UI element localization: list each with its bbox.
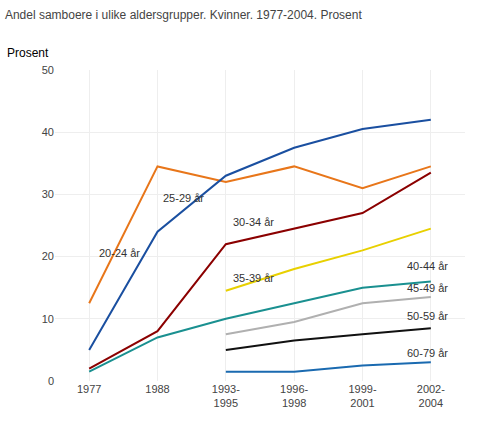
- svg-text:50-59 år: 50-59 år: [407, 310, 448, 322]
- svg-text:30-34 år: 30-34 år: [233, 216, 274, 228]
- svg-text:1996-1998: 1996-1998: [280, 383, 308, 409]
- svg-text:40: 40: [42, 126, 54, 138]
- svg-text:40-44 år: 40-44 år: [407, 260, 448, 272]
- svg-text:1988: 1988: [145, 383, 169, 395]
- svg-text:20-24 år: 20-24 år: [99, 247, 140, 259]
- svg-text:45-49 år: 45-49 år: [407, 282, 448, 294]
- svg-text:10: 10: [42, 313, 54, 325]
- svg-text:35-39 år: 35-39 år: [233, 272, 274, 284]
- svg-text:30: 30: [42, 188, 54, 200]
- svg-text:60-79 år: 60-79 år: [407, 347, 448, 359]
- svg-text:Andel samboere i ulike aldersg: Andel samboere i ulike aldersgrupper. Kv…: [5, 8, 363, 22]
- svg-text:1993-1995: 1993-1995: [212, 383, 240, 409]
- svg-text:2002-2004: 2002-2004: [417, 383, 445, 409]
- svg-text:1999-2001: 1999-2001: [348, 383, 376, 409]
- svg-text:50: 50: [42, 64, 54, 76]
- svg-text:25-29 år: 25-29 år: [163, 192, 204, 204]
- svg-text:1977: 1977: [77, 383, 101, 395]
- svg-text:Prosent: Prosent: [7, 46, 49, 60]
- svg-text:0: 0: [48, 375, 54, 387]
- svg-text:20: 20: [42, 250, 54, 262]
